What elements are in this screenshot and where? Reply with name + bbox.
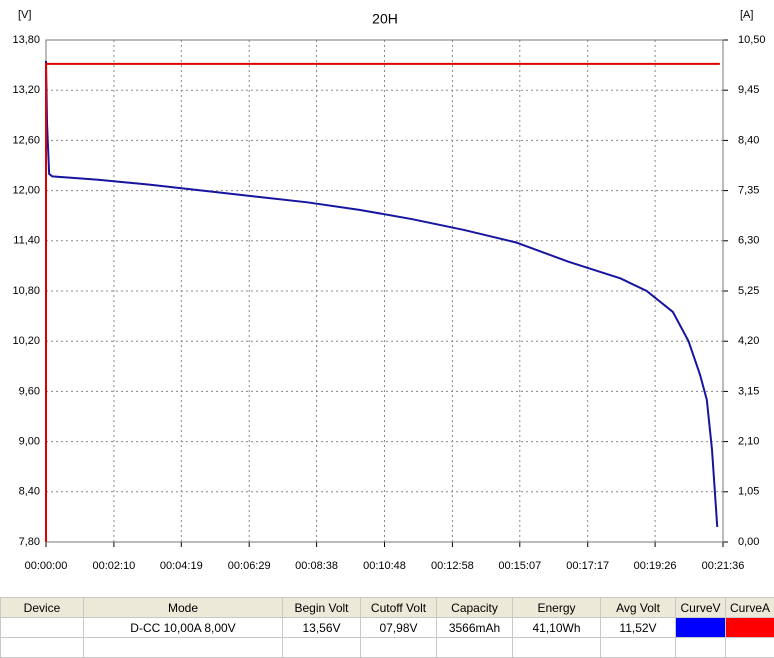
y-tick-label: 8,40: [19, 486, 40, 498]
header-cell: Mode: [84, 598, 283, 618]
y2-axis-label: [A]: [740, 9, 753, 21]
x-tick-label: 00:00:00: [25, 560, 68, 572]
header-cell: CurveA: [726, 598, 774, 618]
x-tick-label: 00:19:26: [634, 560, 677, 572]
y-tick-label: 10,80: [12, 285, 40, 297]
y-tick-label: 9,00: [19, 436, 40, 448]
cell: [1, 618, 84, 638]
x-tick-label: 00:08:38: [295, 560, 338, 572]
y-tick-label: 10,20: [12, 335, 40, 347]
cell: 13,56V: [283, 618, 361, 638]
y-axis-label: [V]: [18, 9, 31, 21]
cell: 11,52V: [601, 618, 676, 638]
header-cell: Begin Volt: [283, 598, 361, 618]
x-tick-label: 00:17:17: [566, 560, 609, 572]
y2-tick-label: 7,35: [738, 185, 759, 197]
x-tick-label: 00:02:10: [92, 560, 135, 572]
y-tick-label: 13,20: [12, 84, 40, 96]
y-tick-label: 12,60: [12, 134, 40, 146]
cell: 3566mAh: [437, 618, 513, 638]
color-swatch: [676, 618, 726, 638]
cell: 07,98V: [361, 618, 437, 638]
header-cell: Device: [1, 598, 84, 618]
header-cell: Energy: [513, 598, 601, 618]
header-cell: Avg Volt: [601, 598, 676, 618]
y2-tick-label: 5,25: [738, 285, 759, 297]
chart-title: 20H: [372, 11, 398, 27]
y-tick-label: 12,00: [12, 185, 40, 197]
x-tick-label: 00:04:19: [160, 560, 203, 572]
y2-tick-label: 4,20: [738, 335, 759, 347]
y2-tick-label: 10,50: [738, 34, 766, 46]
y2-tick-label: 8,40: [738, 134, 759, 146]
y2-tick-label: 9,45: [738, 84, 759, 96]
header-cell: Cutoff Volt: [361, 598, 437, 618]
x-tick-label: 00:12:58: [431, 560, 474, 572]
y2-tick-label: 3,15: [738, 385, 759, 397]
y-tick-label: 7,80: [19, 536, 40, 548]
color-swatch: [726, 618, 774, 638]
y2-tick-label: 0,00: [738, 536, 759, 548]
y2-tick-label: 2,10: [738, 436, 759, 448]
x-tick-label: 00:06:29: [228, 560, 271, 572]
y2-tick-label: 6,30: [738, 235, 759, 247]
y-tick-label: 11,40: [13, 235, 40, 247]
y-tick-label: 13,80: [12, 34, 40, 46]
x-tick-label: 00:10:48: [363, 560, 406, 572]
cell: 41,10Wh: [513, 618, 601, 638]
series-line: [46, 64, 720, 542]
x-tick-label: 00:21:36: [702, 560, 745, 572]
series-line: [46, 61, 717, 527]
cell: D-CC 10,00A 8,00V: [84, 618, 283, 638]
header-cell: Capacity: [437, 598, 513, 618]
y2-tick-label: 1,05: [738, 486, 759, 498]
x-tick-label: 00:15:07: [498, 560, 541, 572]
y-tick-label: 9,60: [19, 385, 40, 397]
header-cell: CurveV: [676, 598, 726, 618]
chart: [V] 20H [A] 7,80 8,40 9,00 9,60 10,20 10,80 11…: [0, 0, 774, 597]
